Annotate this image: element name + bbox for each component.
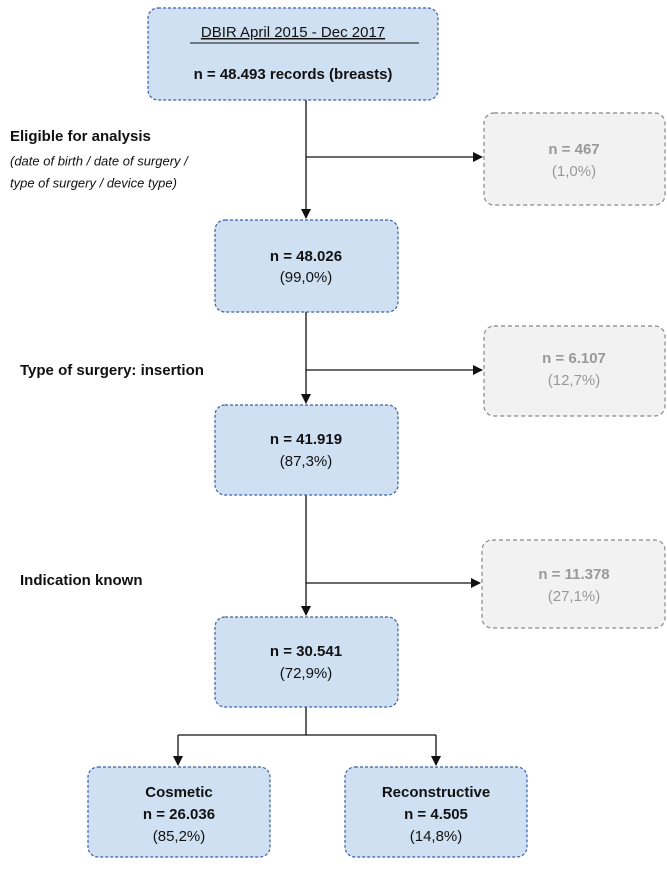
step-count: n = 30.541: [270, 643, 342, 660]
excluded-box: [483, 112, 666, 206]
step-box: [214, 219, 399, 313]
group-box: [87, 766, 271, 858]
criterion-note: (date of birth / date of surgery /: [10, 153, 189, 168]
step-percent: (99,0%): [280, 269, 333, 286]
group-label: Reconstructive: [382, 784, 490, 801]
excluded-count: n = 467: [548, 141, 599, 158]
source-count: n = 48.493 records (breasts): [194, 66, 393, 83]
step-box: [214, 616, 399, 708]
group-count: n = 4.505: [404, 806, 468, 823]
group-count: n = 26.036: [143, 806, 215, 823]
connectors: [173, 100, 483, 766]
step-percent: (72,9%): [280, 665, 333, 682]
excluded-count: n = 6.107: [542, 350, 606, 367]
group-percent: (85,2%): [153, 828, 206, 845]
source-title: DBIR April 2015 - Dec 2017: [201, 24, 385, 41]
excluded-box: [481, 539, 666, 629]
excluded-percent: (12,7%): [548, 372, 601, 389]
group-box: [344, 766, 528, 858]
excluded-percent: (27,1%): [548, 588, 601, 605]
step-count: n = 41.919: [270, 431, 342, 448]
excluded-count: n = 11.378: [538, 566, 609, 583]
step-box: [214, 404, 399, 496]
criterion-label: Indication known: [20, 572, 143, 589]
group-percent: (14,8%): [410, 828, 463, 845]
step-count: n = 48.026: [270, 248, 342, 265]
criterion-note: type of surgery / device type): [10, 175, 177, 190]
source-box: [147, 7, 439, 101]
criterion-label: Type of surgery: insertion: [20, 362, 204, 379]
excluded-percent: (1,0%): [552, 163, 596, 180]
criterion-label: Eligible for analysis: [10, 128, 151, 145]
step-percent: (87,3%): [280, 453, 333, 470]
excluded-box: [483, 325, 666, 417]
group-label: Cosmetic: [145, 784, 213, 801]
